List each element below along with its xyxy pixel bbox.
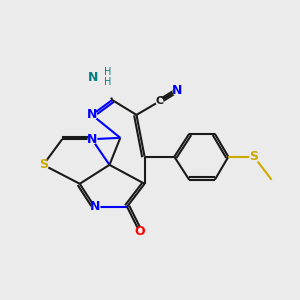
- Text: O: O: [134, 225, 145, 238]
- Text: N: N: [87, 133, 97, 146]
- Text: S: S: [39, 158, 48, 171]
- Text: H: H: [104, 67, 111, 77]
- Text: N: N: [88, 70, 99, 83]
- Text: N: N: [87, 108, 97, 122]
- Text: N: N: [172, 84, 182, 97]
- Text: C: C: [155, 96, 164, 106]
- Text: S: S: [250, 150, 259, 163]
- Text: H: H: [104, 77, 111, 87]
- Text: N: N: [89, 200, 100, 213]
